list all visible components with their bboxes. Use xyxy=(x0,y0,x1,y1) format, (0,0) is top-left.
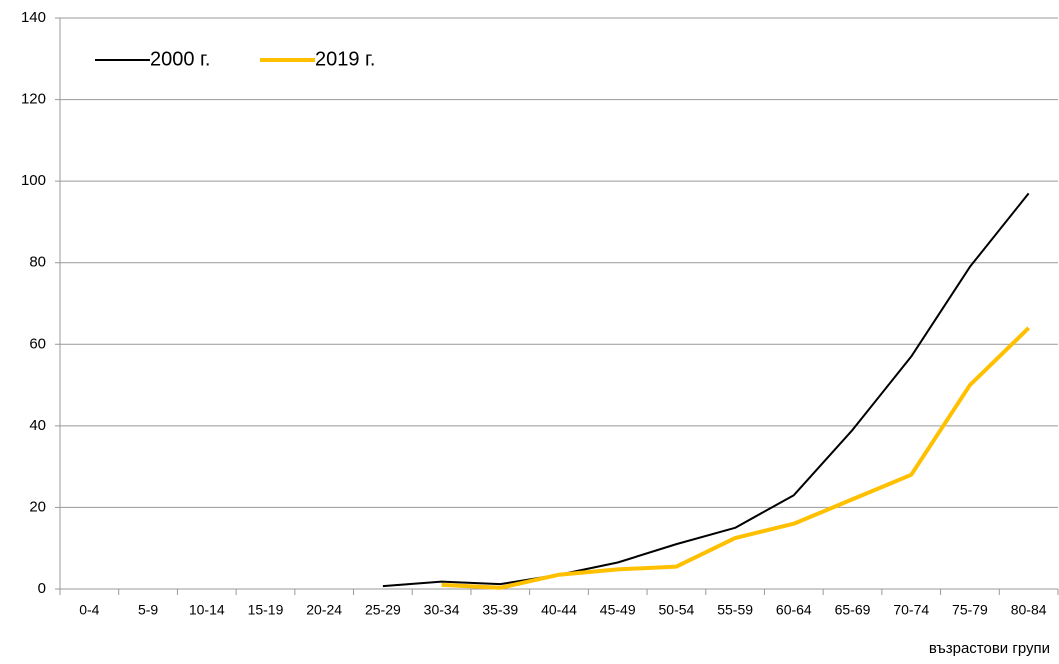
x-tick-label: 45-49 xyxy=(600,602,636,618)
y-tick-label: 0 xyxy=(38,580,46,597)
x-tick-label: 60-64 xyxy=(776,602,812,618)
legend-label: 2000 г. xyxy=(150,48,210,70)
y-tick-label: 100 xyxy=(21,172,46,189)
x-tick-label: 75-79 xyxy=(952,602,988,618)
x-tick-label: 10-14 xyxy=(189,602,225,618)
x-axis-label: възрастови групи xyxy=(929,640,1050,657)
y-tick-label: 120 xyxy=(21,91,46,108)
x-tick-label: 5-9 xyxy=(138,602,158,618)
x-tick-label: 15-19 xyxy=(248,602,284,618)
x-tick-label: 70-74 xyxy=(893,602,929,618)
x-tick-label: 65-69 xyxy=(835,602,871,618)
series-line xyxy=(382,192,1030,588)
y-tick-label: 140 xyxy=(21,9,46,26)
y-tick-label: 40 xyxy=(29,417,46,434)
x-tick-label: 50-54 xyxy=(659,602,695,618)
legend-label: 2019 г. xyxy=(315,48,375,70)
x-tick-label: 20-24 xyxy=(306,602,342,618)
y-tick-label: 20 xyxy=(29,498,46,515)
y-tick-label: 80 xyxy=(29,254,46,271)
y-tick-label: 60 xyxy=(29,335,46,352)
series-line xyxy=(441,326,1031,590)
x-tick-label: 35-39 xyxy=(482,602,518,618)
x-tick-label: 80-84 xyxy=(1011,602,1047,618)
x-tick-label: 30-34 xyxy=(424,602,460,618)
x-tick-label: 40-44 xyxy=(541,602,577,618)
x-tick-label: 55-59 xyxy=(717,602,753,618)
x-tick-label: 25-29 xyxy=(365,602,401,618)
x-tick-label: 0-4 xyxy=(79,602,99,618)
